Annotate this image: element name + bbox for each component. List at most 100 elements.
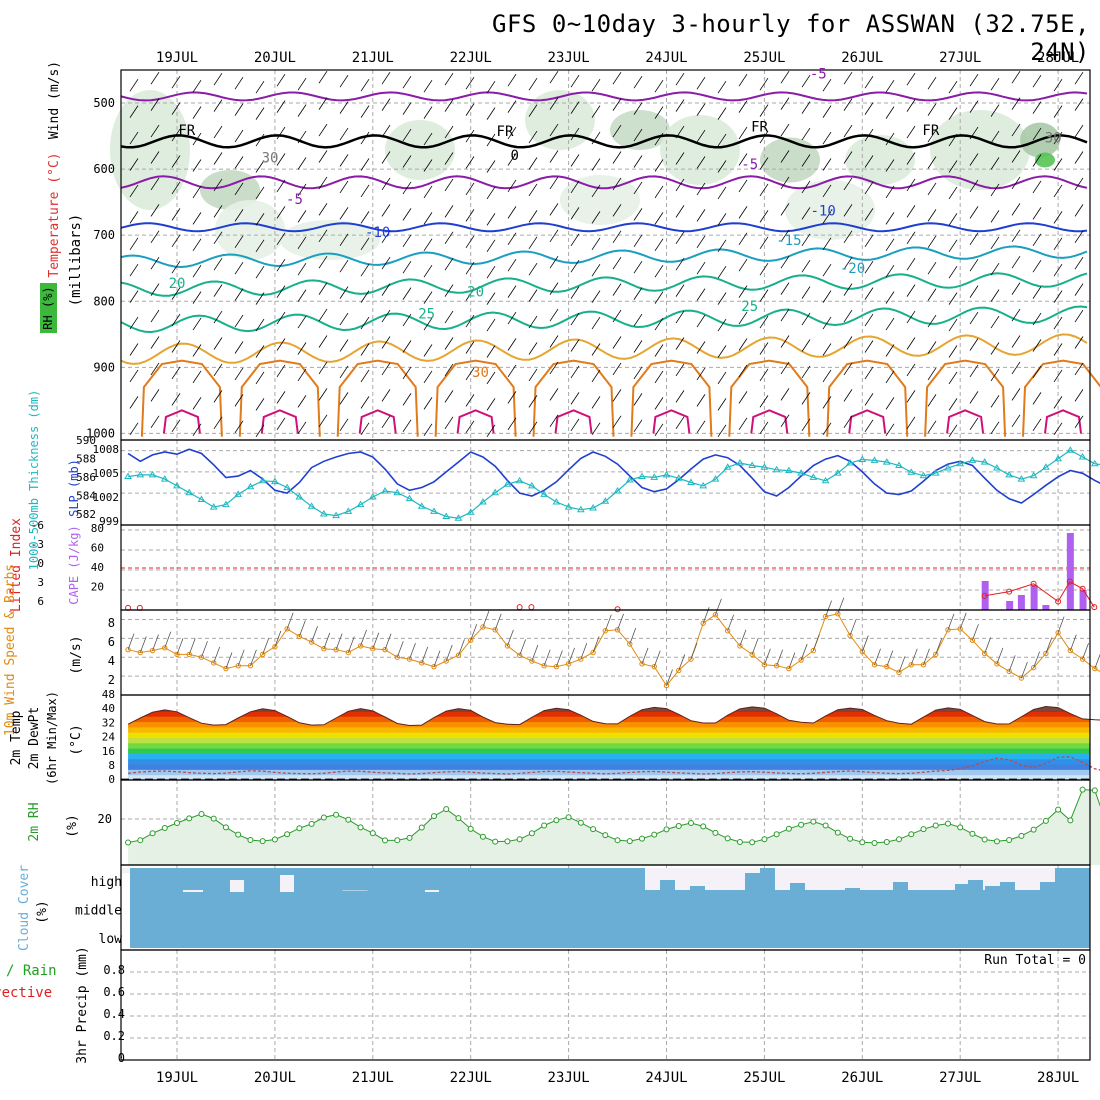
wind-barb: [318, 308, 328, 322]
thickness-point: [246, 482, 255, 490]
wind-barb: [654, 132, 664, 146]
cloud-high-bar: [690, 886, 705, 890]
wind-barb: [549, 414, 559, 428]
wind-speed-point: [516, 652, 523, 659]
rh-point: [308, 820, 315, 827]
wind-barb: [864, 260, 874, 274]
wind-speed-point: [541, 663, 547, 669]
wind-barb: [654, 79, 664, 93]
cloud-high-bar: [955, 884, 970, 890]
rh-point: [394, 837, 401, 844]
wind-barb: [969, 73, 979, 87]
rh-point: [553, 817, 560, 824]
wind-barb-10m: [494, 613, 502, 630]
wind-barb: [255, 345, 265, 358]
rh-point: [528, 830, 535, 837]
isotherm-arch: [434, 359, 517, 437]
wind-barb-10m: [225, 652, 233, 669]
wind-barb-10m: [164, 631, 172, 648]
rh-point: [602, 832, 609, 839]
axis-label-thickness: 1000-500mb Thickness (dm): [27, 390, 41, 571]
isotherm-label: -15: [776, 233, 801, 249]
wind-speed-point: [614, 627, 621, 633]
wind-speed-point: [504, 643, 511, 649]
wind-barb-10m: [812, 634, 820, 651]
wind-barb: [780, 388, 790, 401]
wind-barb: [885, 212, 895, 225]
wind-barb: [276, 126, 286, 140]
wind-barb-10m: [617, 613, 624, 630]
wind-speed-point: [700, 620, 706, 626]
wind-barb: [570, 127, 580, 141]
thickness-point: [173, 481, 181, 489]
wind-barb: [528, 289, 538, 302]
wind-barb: [654, 238, 664, 252]
wind-barb: [906, 178, 916, 192]
wind-barb: [780, 335, 790, 348]
wind-barb: [276, 417, 286, 431]
thickness-point: [160, 475, 169, 482]
rh-point: [920, 826, 927, 833]
rh-point: [871, 839, 878, 846]
wind-barb: [129, 211, 139, 224]
wind-barb: [612, 415, 622, 429]
wind-speed-point: [676, 667, 682, 674]
wind-speed-point: [688, 656, 694, 662]
wind-speed-point: [945, 627, 951, 633]
wind-barb-10m: [433, 650, 441, 667]
cloud-high-bar: [660, 880, 675, 890]
wind-barb: [423, 159, 433, 172]
cape-bar: [1030, 585, 1038, 610]
wind-barb: [297, 421, 307, 435]
wind-barb-10m: [788, 652, 796, 669]
wind-barb: [423, 132, 433, 146]
wind-barb: [1053, 78, 1063, 92]
wind-barb: [1032, 180, 1042, 194]
wind-barb: [864, 287, 874, 300]
temp-tick: 32: [102, 716, 115, 729]
wind-barb: [423, 344, 433, 357]
wind-barb: [255, 398, 265, 411]
wind-barb: [318, 388, 328, 401]
date-label-top: 25JUL: [743, 50, 785, 66]
wind-speed-point: [1006, 668, 1012, 675]
wind-barb: [360, 184, 370, 198]
wind-barb: [738, 126, 748, 140]
rh-point: [357, 824, 364, 831]
wind-barb: [1074, 98, 1084, 111]
rh-point: [724, 835, 731, 842]
wind-speed-point: [235, 663, 241, 669]
temp-tick: 8: [108, 759, 115, 772]
wind-barb: [171, 287, 181, 300]
wind-barb: [402, 366, 412, 380]
wind-barb: [192, 159, 202, 172]
temperature-band: [128, 764, 1090, 770]
rh-point: [125, 839, 132, 846]
wind-barb: [318, 203, 328, 216]
wind-barb: [1032, 233, 1042, 247]
wind-barb: [822, 158, 832, 171]
wind-barb: [297, 289, 307, 302]
wind-barb: [759, 183, 769, 197]
wind-speed-point: [847, 632, 853, 639]
wind-barb-10m: [653, 650, 661, 667]
wind-barb: [927, 261, 937, 275]
wind-barb: [255, 80, 265, 94]
thickness-point: [295, 492, 304, 500]
wind-barb-10m: [898, 656, 906, 673]
wind-barb: [738, 311, 748, 325]
wind-barb: [864, 340, 874, 353]
wind-barb: [213, 363, 223, 377]
wind-barb: [696, 341, 706, 354]
date-label-top: 21JUL: [352, 50, 394, 66]
wind-barb: [948, 107, 958, 120]
wind-barb: [297, 236, 307, 250]
thickness-point: [931, 469, 940, 476]
wind-speed-point: [1079, 656, 1086, 662]
isotherm-label: -10: [810, 203, 835, 219]
wind-speed-point: [382, 646, 388, 653]
wind-barb: [528, 342, 538, 355]
cloud-high-bar: [985, 886, 1000, 890]
rh-point: [247, 836, 254, 843]
wind-barb: [885, 317, 895, 331]
